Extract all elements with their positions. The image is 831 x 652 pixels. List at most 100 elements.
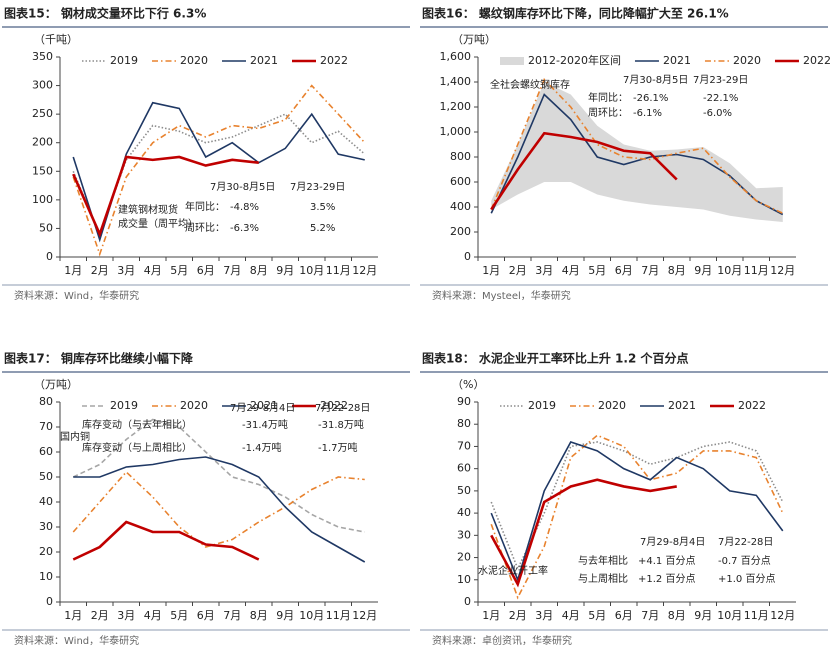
x-tick-label: 9月	[694, 264, 712, 277]
unit-label: （万吨）	[34, 378, 78, 391]
legend-label: 2021	[250, 399, 278, 412]
y-tick-label: 10	[39, 570, 53, 583]
x-tick-label: 6月	[197, 264, 215, 277]
x-tick-label: 6月	[615, 609, 633, 622]
y-tick-label: 1,600	[440, 50, 472, 63]
legend-label: 2021	[663, 54, 691, 67]
x-tick-label: 10月	[299, 609, 324, 622]
annotation: -31.8万吨	[318, 418, 364, 431]
x-tick-label: 5月	[170, 264, 188, 277]
annotation: 7月22-28日	[718, 536, 773, 548]
y-tick-label: 20	[39, 545, 53, 558]
annotation: 成交量（周平均）	[118, 217, 198, 230]
y-tick-label: 1,000	[440, 125, 472, 138]
series-line	[490, 478, 677, 588]
x-tick-label: 12月	[770, 264, 795, 277]
y-tick-label: 200	[32, 136, 53, 149]
chart-title: 图表15： 钢材成交量环比下行 6.3%	[4, 6, 206, 21]
y-tick-label: 1,400	[440, 75, 472, 88]
annotation: +4.1 百分点	[638, 555, 695, 567]
chart-title: 图表16： 螺纹钢库存环比下降，同比降幅扩大至 26.1%	[422, 6, 729, 21]
series-line	[490, 441, 784, 571]
legend-label: 2022	[320, 54, 348, 67]
y-tick-label: 80	[39, 395, 53, 408]
x-tick-label: 5月	[588, 264, 606, 277]
series-line	[72, 470, 365, 548]
annotation: +1.2 百分点	[638, 573, 695, 585]
annotation: 水泥企业开工率	[478, 564, 548, 577]
y-tick-label: 70	[457, 439, 471, 452]
series-line	[72, 84, 366, 257]
x-tick-label: 10月	[717, 264, 742, 277]
series-line	[490, 131, 678, 211]
y-tick-label: 40	[457, 506, 471, 519]
legend-label: 2022	[738, 399, 766, 412]
y-tick-label: 90	[457, 395, 471, 408]
x-tick-label: 1月	[64, 609, 82, 622]
x-tick-label: 9月	[694, 609, 712, 622]
y-tick-label: 60	[39, 445, 53, 458]
series-line	[72, 101, 365, 243]
x-tick-label: 5月	[588, 609, 606, 622]
x-tick-label: 2月	[91, 264, 109, 277]
x-tick-label: 4月	[562, 609, 580, 622]
unit-label: （万吨）	[452, 33, 496, 46]
annotation: 7月22-28日	[315, 402, 370, 414]
y-tick-label: 30	[457, 528, 471, 541]
y-tick-label: 200	[450, 225, 471, 238]
y-tick-label: 80	[457, 417, 471, 430]
x-tick-label: 3月	[535, 264, 553, 277]
x-tick-label: 6月	[197, 609, 215, 622]
annotation: 库存变动（与去年相比）	[82, 418, 192, 431]
annotation: 周环比：	[588, 107, 628, 119]
y-tick-label: 0	[464, 595, 471, 608]
y-tick-label: 20	[457, 551, 471, 564]
x-tick-label: 11月	[326, 609, 351, 622]
annotation: -6.3%	[230, 223, 259, 234]
annotation: -31.4万吨	[242, 418, 288, 431]
x-tick-label: 4月	[144, 264, 162, 277]
source: 资料来源：Mysteel，华泰研究	[432, 289, 571, 302]
y-tick-label: 100	[32, 193, 53, 206]
x-tick-label: 11月	[326, 264, 351, 277]
legend-label: 2019	[528, 399, 556, 412]
x-tick-label: 8月	[250, 264, 268, 277]
legend-label: 2021	[250, 54, 278, 67]
x-tick-label: 12月	[352, 609, 377, 622]
y-tick-label: 30	[39, 520, 53, 533]
x-tick-label: 1月	[482, 264, 500, 277]
unit-label: （千吨）	[34, 33, 78, 46]
x-tick-label: 8月	[668, 609, 686, 622]
x-tick-label: 10月	[299, 264, 324, 277]
x-tick-label: 6月	[615, 264, 633, 277]
x-tick-label: 9月	[276, 609, 294, 622]
annotation: 7月30-8月5日	[210, 181, 275, 193]
annotation: -6.0%	[703, 108, 732, 119]
y-tick-label: 350	[32, 50, 53, 63]
legend-label: 2020	[598, 399, 626, 412]
annotation: -1.4万吨	[242, 441, 282, 454]
annotation: 与去年相比	[578, 554, 628, 567]
annotation: 7月30-8月5日	[623, 74, 688, 86]
x-tick-label: 3月	[535, 609, 553, 622]
unit-label: （%）	[452, 378, 484, 391]
y-tick-label: 50	[39, 221, 53, 234]
annotation: -22.1%	[703, 93, 738, 104]
series-line	[490, 434, 784, 600]
x-tick-label: 8月	[668, 264, 686, 277]
annotation: -1.7万吨	[318, 441, 358, 454]
y-tick-label: 10	[457, 573, 471, 586]
x-tick-label: 2月	[509, 264, 527, 277]
chart-title: 图表18： 水泥企业开工率环比上升 1.2 个百分点	[422, 351, 689, 366]
legend-label: 2019	[110, 399, 138, 412]
x-tick-label: 4月	[562, 264, 580, 277]
series-line	[490, 441, 784, 583]
x-tick-label: 2月	[509, 609, 527, 622]
annotation: +1.0 百分点	[718, 573, 775, 585]
x-tick-label: 11月	[744, 264, 769, 277]
annotation: 国内铜	[60, 430, 90, 443]
x-tick-label: 1月	[64, 264, 82, 277]
annotation: 7月29-8月4日	[640, 536, 705, 548]
annotation: -6.1%	[633, 108, 662, 119]
series-line	[72, 113, 366, 237]
